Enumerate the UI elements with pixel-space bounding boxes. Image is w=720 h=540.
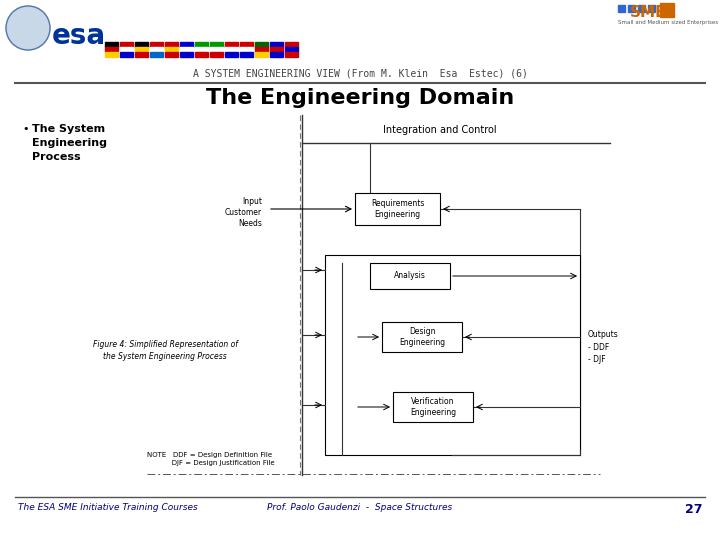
Bar: [105, 42, 118, 47]
Bar: [225, 52, 238, 57]
Bar: [648, 5, 655, 12]
Bar: [285, 42, 298, 47]
Bar: [150, 42, 163, 47]
Bar: [255, 47, 268, 52]
Text: A SYSTEM ENGINEERING VIEW (From M. Klein  Esa  Estec) (6): A SYSTEM ENGINEERING VIEW (From M. Klein…: [192, 68, 528, 78]
Text: Small and Medium sized Enterprises: Small and Medium sized Enterprises: [618, 20, 718, 25]
Bar: [180, 52, 193, 57]
Bar: [135, 47, 148, 52]
Bar: [325, 255, 580, 455]
Bar: [393, 392, 473, 422]
Text: Figure 4: Simplified Representation of
the System Engineering Process: Figure 4: Simplified Representation of t…: [93, 340, 238, 361]
Bar: [225, 42, 238, 47]
Bar: [120, 42, 133, 47]
Bar: [180, 42, 193, 47]
Bar: [165, 52, 178, 57]
Bar: [165, 47, 178, 52]
Bar: [195, 52, 208, 57]
Text: 27: 27: [685, 503, 702, 516]
Bar: [150, 52, 163, 57]
Bar: [270, 52, 283, 57]
Bar: [240, 47, 253, 52]
Text: •: •: [22, 124, 29, 134]
Circle shape: [6, 6, 50, 50]
Bar: [165, 42, 178, 47]
Bar: [240, 42, 253, 47]
Bar: [135, 52, 148, 57]
Text: NOTE   DDF = Design Definition File
           DJF = Design Justification File: NOTE DDF = Design Definition File DJF = …: [147, 452, 274, 466]
Bar: [120, 47, 133, 52]
Bar: [105, 52, 118, 57]
Bar: [195, 42, 208, 47]
Text: esa: esa: [52, 22, 106, 50]
Bar: [270, 47, 283, 52]
Text: The ESA SME Initiative Training Courses: The ESA SME Initiative Training Courses: [18, 503, 198, 512]
Text: The System
Engineering
Process: The System Engineering Process: [32, 124, 107, 162]
Bar: [255, 52, 268, 57]
Bar: [240, 52, 253, 57]
Bar: [105, 47, 118, 52]
Text: Design
Engineering: Design Engineering: [399, 327, 445, 347]
Bar: [285, 47, 298, 52]
Text: Verification
Engineering: Verification Engineering: [410, 397, 456, 417]
Text: Prof. Paolo Gaudenzi  -  Space Structures: Prof. Paolo Gaudenzi - Space Structures: [267, 503, 453, 512]
Text: Requirements
Engineering: Requirements Engineering: [371, 199, 424, 219]
Bar: [660, 3, 674, 17]
Bar: [150, 47, 163, 52]
Bar: [255, 42, 268, 47]
Text: Input
Customer
Needs: Input Customer Needs: [225, 197, 262, 228]
Bar: [180, 47, 193, 52]
Text: Outputs
- DDF
- DJF: Outputs - DDF - DJF: [588, 330, 618, 364]
Bar: [638, 5, 645, 12]
Bar: [355, 193, 440, 225]
Bar: [628, 5, 635, 12]
Bar: [135, 42, 148, 47]
Bar: [210, 52, 223, 57]
Text: Integration and Control: Integration and Control: [383, 125, 497, 135]
Bar: [618, 5, 625, 12]
Bar: [210, 42, 223, 47]
Bar: [195, 47, 208, 52]
Text: The Engineering Domain: The Engineering Domain: [206, 88, 514, 108]
Bar: [370, 263, 450, 289]
Bar: [210, 47, 223, 52]
Text: SME: SME: [630, 5, 667, 20]
Bar: [225, 47, 238, 52]
Bar: [382, 322, 462, 352]
Bar: [120, 52, 133, 57]
Text: Analysis: Analysis: [394, 272, 426, 280]
Bar: [285, 52, 298, 57]
Bar: [270, 42, 283, 47]
